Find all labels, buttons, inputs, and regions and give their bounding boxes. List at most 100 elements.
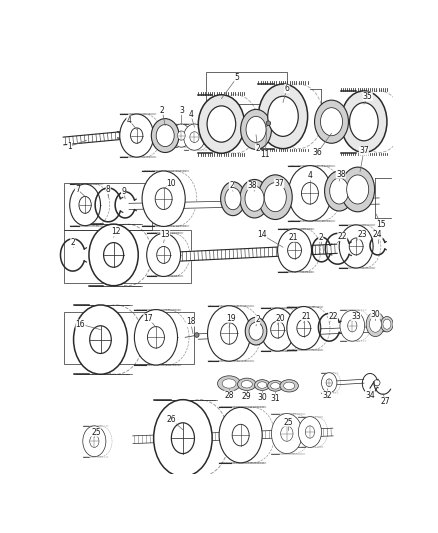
Ellipse shape <box>83 426 106 457</box>
Ellipse shape <box>171 423 194 454</box>
Ellipse shape <box>232 424 249 446</box>
Ellipse shape <box>177 131 185 140</box>
Text: 37: 37 <box>274 179 284 188</box>
Text: 5: 5 <box>234 74 239 82</box>
Text: 30: 30 <box>258 393 267 402</box>
Ellipse shape <box>254 379 270 391</box>
Ellipse shape <box>103 243 124 267</box>
Ellipse shape <box>280 379 298 392</box>
Ellipse shape <box>240 180 269 218</box>
Bar <box>206 71 287 104</box>
Polygon shape <box>198 326 387 339</box>
Ellipse shape <box>245 317 267 345</box>
Ellipse shape <box>305 426 314 438</box>
Ellipse shape <box>184 124 205 150</box>
Ellipse shape <box>258 84 307 149</box>
Ellipse shape <box>268 96 298 136</box>
Ellipse shape <box>321 108 343 136</box>
Ellipse shape <box>268 381 283 391</box>
Text: 33: 33 <box>351 312 361 321</box>
Bar <box>64 183 152 230</box>
Text: 6: 6 <box>284 84 289 93</box>
Ellipse shape <box>288 242 301 259</box>
Polygon shape <box>325 379 364 385</box>
Ellipse shape <box>258 382 267 388</box>
Text: 1: 1 <box>67 142 72 151</box>
Ellipse shape <box>207 106 236 142</box>
Ellipse shape <box>321 373 337 393</box>
Ellipse shape <box>298 417 321 447</box>
Text: 2: 2 <box>71 238 75 247</box>
Text: 14: 14 <box>258 230 267 239</box>
Text: 12: 12 <box>111 227 120 236</box>
Ellipse shape <box>172 124 191 147</box>
Ellipse shape <box>237 378 256 391</box>
Ellipse shape <box>264 183 286 212</box>
Ellipse shape <box>330 178 349 204</box>
Text: 37: 37 <box>359 147 369 156</box>
Text: 17: 17 <box>143 313 153 322</box>
Ellipse shape <box>278 229 311 272</box>
Ellipse shape <box>222 379 236 388</box>
Text: 34: 34 <box>365 391 375 400</box>
Text: 25: 25 <box>283 417 293 426</box>
Ellipse shape <box>272 414 302 454</box>
Text: 28: 28 <box>224 391 234 400</box>
Text: 21: 21 <box>288 233 298 241</box>
Ellipse shape <box>284 382 295 390</box>
Text: 11: 11 <box>261 150 270 159</box>
Text: 24: 24 <box>373 230 382 239</box>
Ellipse shape <box>218 376 240 391</box>
Ellipse shape <box>271 321 285 338</box>
Text: 4: 4 <box>307 171 312 180</box>
Polygon shape <box>63 132 122 145</box>
Ellipse shape <box>245 186 264 211</box>
Text: 10: 10 <box>166 179 176 188</box>
Ellipse shape <box>131 128 143 143</box>
Ellipse shape <box>348 320 357 332</box>
Ellipse shape <box>246 116 266 142</box>
Text: 27: 27 <box>381 397 390 406</box>
Ellipse shape <box>198 95 244 154</box>
Ellipse shape <box>287 306 321 350</box>
Ellipse shape <box>314 100 349 143</box>
Polygon shape <box>129 198 379 209</box>
Ellipse shape <box>369 316 381 332</box>
Ellipse shape <box>271 383 280 389</box>
Ellipse shape <box>89 224 138 286</box>
Ellipse shape <box>350 103 378 141</box>
Text: 22: 22 <box>328 312 338 321</box>
Text: 13: 13 <box>160 230 170 239</box>
Text: 29: 29 <box>242 392 251 401</box>
Text: 20: 20 <box>276 313 286 322</box>
Ellipse shape <box>70 184 100 225</box>
Ellipse shape <box>301 182 318 204</box>
Text: 9: 9 <box>121 187 126 196</box>
Text: 4: 4 <box>127 116 131 125</box>
Text: 25: 25 <box>91 427 101 437</box>
Ellipse shape <box>148 327 164 348</box>
Ellipse shape <box>147 233 180 277</box>
Ellipse shape <box>155 188 172 209</box>
Ellipse shape <box>381 317 393 332</box>
Ellipse shape <box>325 171 354 211</box>
Ellipse shape <box>281 426 293 441</box>
Bar <box>64 312 194 364</box>
Ellipse shape <box>90 326 111 353</box>
Ellipse shape <box>74 305 127 374</box>
Polygon shape <box>133 428 333 443</box>
Ellipse shape <box>221 322 237 344</box>
Ellipse shape <box>297 320 311 336</box>
Ellipse shape <box>340 310 364 341</box>
Ellipse shape <box>241 381 252 388</box>
Text: 26: 26 <box>166 415 176 424</box>
Ellipse shape <box>190 132 199 142</box>
Ellipse shape <box>219 407 262 463</box>
Ellipse shape <box>225 188 241 209</box>
Ellipse shape <box>134 310 177 365</box>
Ellipse shape <box>249 322 263 340</box>
Text: 8: 8 <box>106 185 110 194</box>
Text: 3: 3 <box>179 106 184 115</box>
Text: 35: 35 <box>363 92 373 101</box>
Text: 38: 38 <box>247 181 257 190</box>
